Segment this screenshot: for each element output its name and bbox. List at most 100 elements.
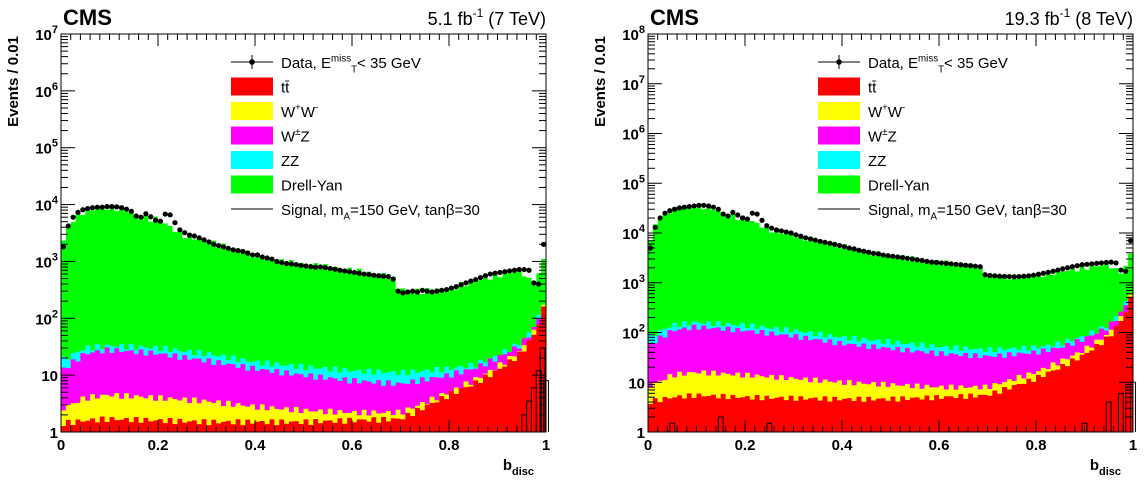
y-tick-label: 105 xyxy=(622,173,645,193)
data-point xyxy=(963,262,969,268)
y-tick-base: 10 xyxy=(35,254,52,271)
legend-label: Data, EmissT< 35 GeV xyxy=(281,53,421,75)
data-point xyxy=(1123,268,1129,274)
data-point xyxy=(380,273,387,279)
lumi-energy: (7 TeV) xyxy=(483,9,546,29)
data-point xyxy=(400,290,406,296)
data-point xyxy=(900,255,906,261)
x-tick-label: 0.8 xyxy=(439,437,460,454)
y-tick-exp: 2 xyxy=(639,323,645,335)
data-point xyxy=(492,270,498,276)
y-tick-exp: 4 xyxy=(52,195,59,207)
luminosity-label: 19.3 fb-1 (8 TeV) xyxy=(1005,6,1133,29)
text-part: Drell-Yan xyxy=(868,178,929,195)
data-point xyxy=(521,266,527,273)
data-point xyxy=(1055,267,1061,273)
y-tick-base: 10 xyxy=(622,27,639,44)
data-point xyxy=(982,272,988,278)
data-point xyxy=(1089,261,1095,267)
text-part: - xyxy=(902,102,905,113)
text-part: Z xyxy=(301,129,310,146)
lumi-exp: -1 xyxy=(473,6,484,20)
data-point xyxy=(162,211,168,217)
text-part: W xyxy=(301,104,316,121)
data-point xyxy=(657,215,663,221)
series-WW-area xyxy=(61,304,546,432)
data-point xyxy=(1103,259,1109,266)
data-point xyxy=(720,211,726,217)
data-point xyxy=(458,282,464,288)
text-part: Z xyxy=(888,129,897,146)
text-part: - xyxy=(315,102,318,113)
y-tick-exp: 7 xyxy=(639,74,645,86)
data-point xyxy=(856,247,862,253)
x-tick-label: 1 xyxy=(542,437,550,454)
data-point xyxy=(123,206,130,212)
data-point xyxy=(157,218,164,224)
data-point xyxy=(395,288,401,294)
data-point xyxy=(245,250,251,256)
data-point xyxy=(861,248,867,254)
text-part: ± xyxy=(882,127,888,138)
cms-label: CMS xyxy=(650,5,699,30)
data-point xyxy=(410,288,416,294)
legend-label: Data, EmissT< 35 GeV xyxy=(868,53,1008,75)
data-point xyxy=(128,208,134,214)
x-axis-title-sub: disc xyxy=(512,466,534,477)
legend-data-marker xyxy=(836,59,842,65)
luminosity-label: 5.1 fb-1 (7 TeV) xyxy=(428,6,546,29)
legend-label: Drell-Yan xyxy=(868,178,929,195)
text-part: ZZ xyxy=(281,153,299,170)
x-tick-label: 0 xyxy=(644,437,652,454)
data-point xyxy=(744,216,751,222)
data-point xyxy=(696,202,702,208)
legend-swatch xyxy=(818,77,860,96)
data-point xyxy=(346,269,353,275)
cms-label: CMS xyxy=(63,5,112,30)
data-point xyxy=(143,211,149,217)
series-tt-area xyxy=(61,306,546,432)
data-point xyxy=(914,257,920,263)
data-point xyxy=(715,206,721,212)
data-point xyxy=(739,215,746,221)
data-point xyxy=(836,242,843,249)
data-point xyxy=(798,233,804,239)
data-point xyxy=(288,261,294,267)
data-point xyxy=(948,261,954,267)
data-point xyxy=(235,248,241,254)
data-point xyxy=(206,239,212,245)
data-point xyxy=(502,269,508,275)
x-axis-title-base: b xyxy=(503,457,512,474)
data-point xyxy=(337,267,343,273)
data-point xyxy=(60,244,67,250)
data-point xyxy=(1021,273,1027,279)
text-part: =150 GeV, tanβ=30 xyxy=(937,202,1067,219)
y-tick-base: 10 xyxy=(622,226,639,243)
data-point xyxy=(186,232,193,238)
data-point xyxy=(70,214,76,220)
data-point xyxy=(788,230,794,236)
data-point xyxy=(269,256,275,262)
data-point xyxy=(303,263,309,269)
y-tick-base: 10 xyxy=(35,198,52,215)
y-tick-base: 10 xyxy=(35,27,52,44)
data-point xyxy=(880,252,886,258)
data-point xyxy=(987,272,993,279)
data-point xyxy=(298,262,304,269)
data-point xyxy=(866,249,872,255)
data-point xyxy=(405,289,411,295)
x-tick-label: 0.2 xyxy=(148,437,169,454)
data-point xyxy=(308,264,314,270)
data-point xyxy=(890,253,896,259)
data-point xyxy=(759,217,765,223)
data-point xyxy=(672,206,678,212)
data-point xyxy=(225,245,231,251)
data-point xyxy=(1098,260,1105,266)
lumi-exp: -1 xyxy=(1060,6,1071,20)
y-tick-label: 105 xyxy=(35,138,58,158)
data-point xyxy=(943,260,949,266)
text-part: =150 GeV, tanβ=30 xyxy=(350,202,480,219)
data-point xyxy=(220,244,227,250)
text-part: Data, E xyxy=(281,55,331,72)
